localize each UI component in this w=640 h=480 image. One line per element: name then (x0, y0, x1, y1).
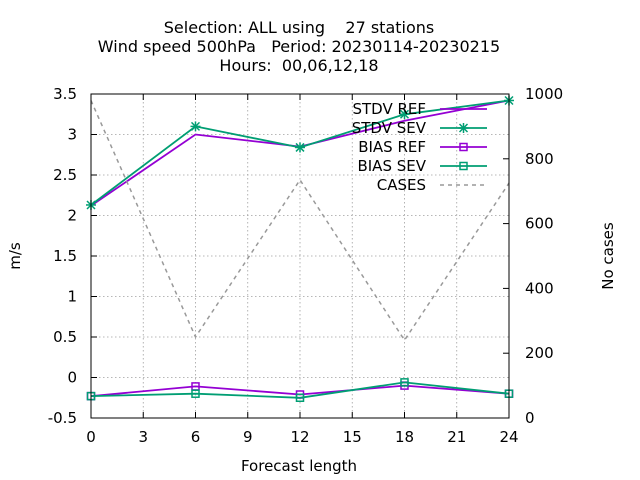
x-tick-label: 12 (290, 428, 309, 446)
x-tick-label: 21 (447, 428, 466, 446)
y-tick-label: 1.5 (53, 247, 77, 265)
x-tick-label: 3 (138, 428, 148, 446)
data-point-stdv-sev (190, 121, 201, 132)
legend-marker-stdv-sev (458, 123, 469, 133)
chart-title-line1: Selection: ALL using 27 stations (164, 18, 434, 37)
ticks: 0 3 6 9 12 15 18 21 24 -0.5 0 0.5 1 1.5 2 2.5 3 3.5 0 200 40… (48, 85, 563, 446)
data-point-bias-sev (295, 393, 305, 402)
chart-title-line2: Wind speed 500hPa Period: 20230114-20230… (98, 37, 500, 56)
y-tick-label: 3 (67, 126, 77, 144)
series-line-cases (90, 100, 510, 342)
data-point-bias-sev (191, 389, 200, 398)
legend-marker-bias-sev (459, 161, 468, 171)
y-tick-label: 2 (67, 207, 77, 225)
legend-label-cases: CASES (377, 176, 426, 194)
legend-marker-bias-ref (459, 142, 468, 152)
x-tick-label: 9 (243, 428, 253, 446)
y2-tick-label: 600 (525, 215, 554, 233)
legend-label-bias-ref: BIAS REF (358, 138, 426, 156)
grid (91, 94, 509, 418)
y-tick-label: -0.5 (48, 409, 77, 427)
y2-tick-label: 400 (525, 279, 554, 297)
y-tick-label: 2.5 (53, 166, 77, 184)
x-axis-label: Forecast length (241, 457, 357, 475)
y2-axis-label: No cases (599, 222, 617, 290)
legend-label-stdv-sev: STDV SEV (352, 119, 427, 137)
y2-tick-label: 200 (525, 344, 554, 362)
y2-tick-label: 800 (525, 150, 554, 168)
legend-label-bias-sev: BIAS SEV (357, 157, 426, 175)
x-tick-label: 0 (86, 428, 96, 446)
x-tick-label: 6 (191, 428, 201, 446)
data-point-stdv-sev (295, 142, 305, 153)
y-tick-label: 0 (67, 369, 77, 387)
series-line-stdv-sev (90, 99, 510, 206)
data-point-bias-sev (400, 378, 409, 387)
y-tick-label: 3.5 (53, 85, 77, 103)
data-point-stdv-sev (399, 109, 410, 120)
x-tick-label: 15 (343, 428, 362, 446)
y-axis-label: m/s (6, 242, 24, 270)
y-tick-label: 0.5 (53, 328, 77, 346)
y-tick-label: 1 (67, 288, 77, 306)
x-tick-label: 24 (499, 428, 518, 446)
x-tick-label: 18 (395, 428, 414, 446)
legend-label-stdv-ref: STDV REF (352, 100, 426, 118)
plot-frame (90, 93, 510, 419)
series-line-bias-sev (90, 381, 510, 399)
y2-tick-label: 0 (525, 409, 535, 427)
chart-title-line3: Hours: 00,06,12,18 (219, 56, 378, 75)
y2-tick-label: 1000 (525, 85, 563, 103)
